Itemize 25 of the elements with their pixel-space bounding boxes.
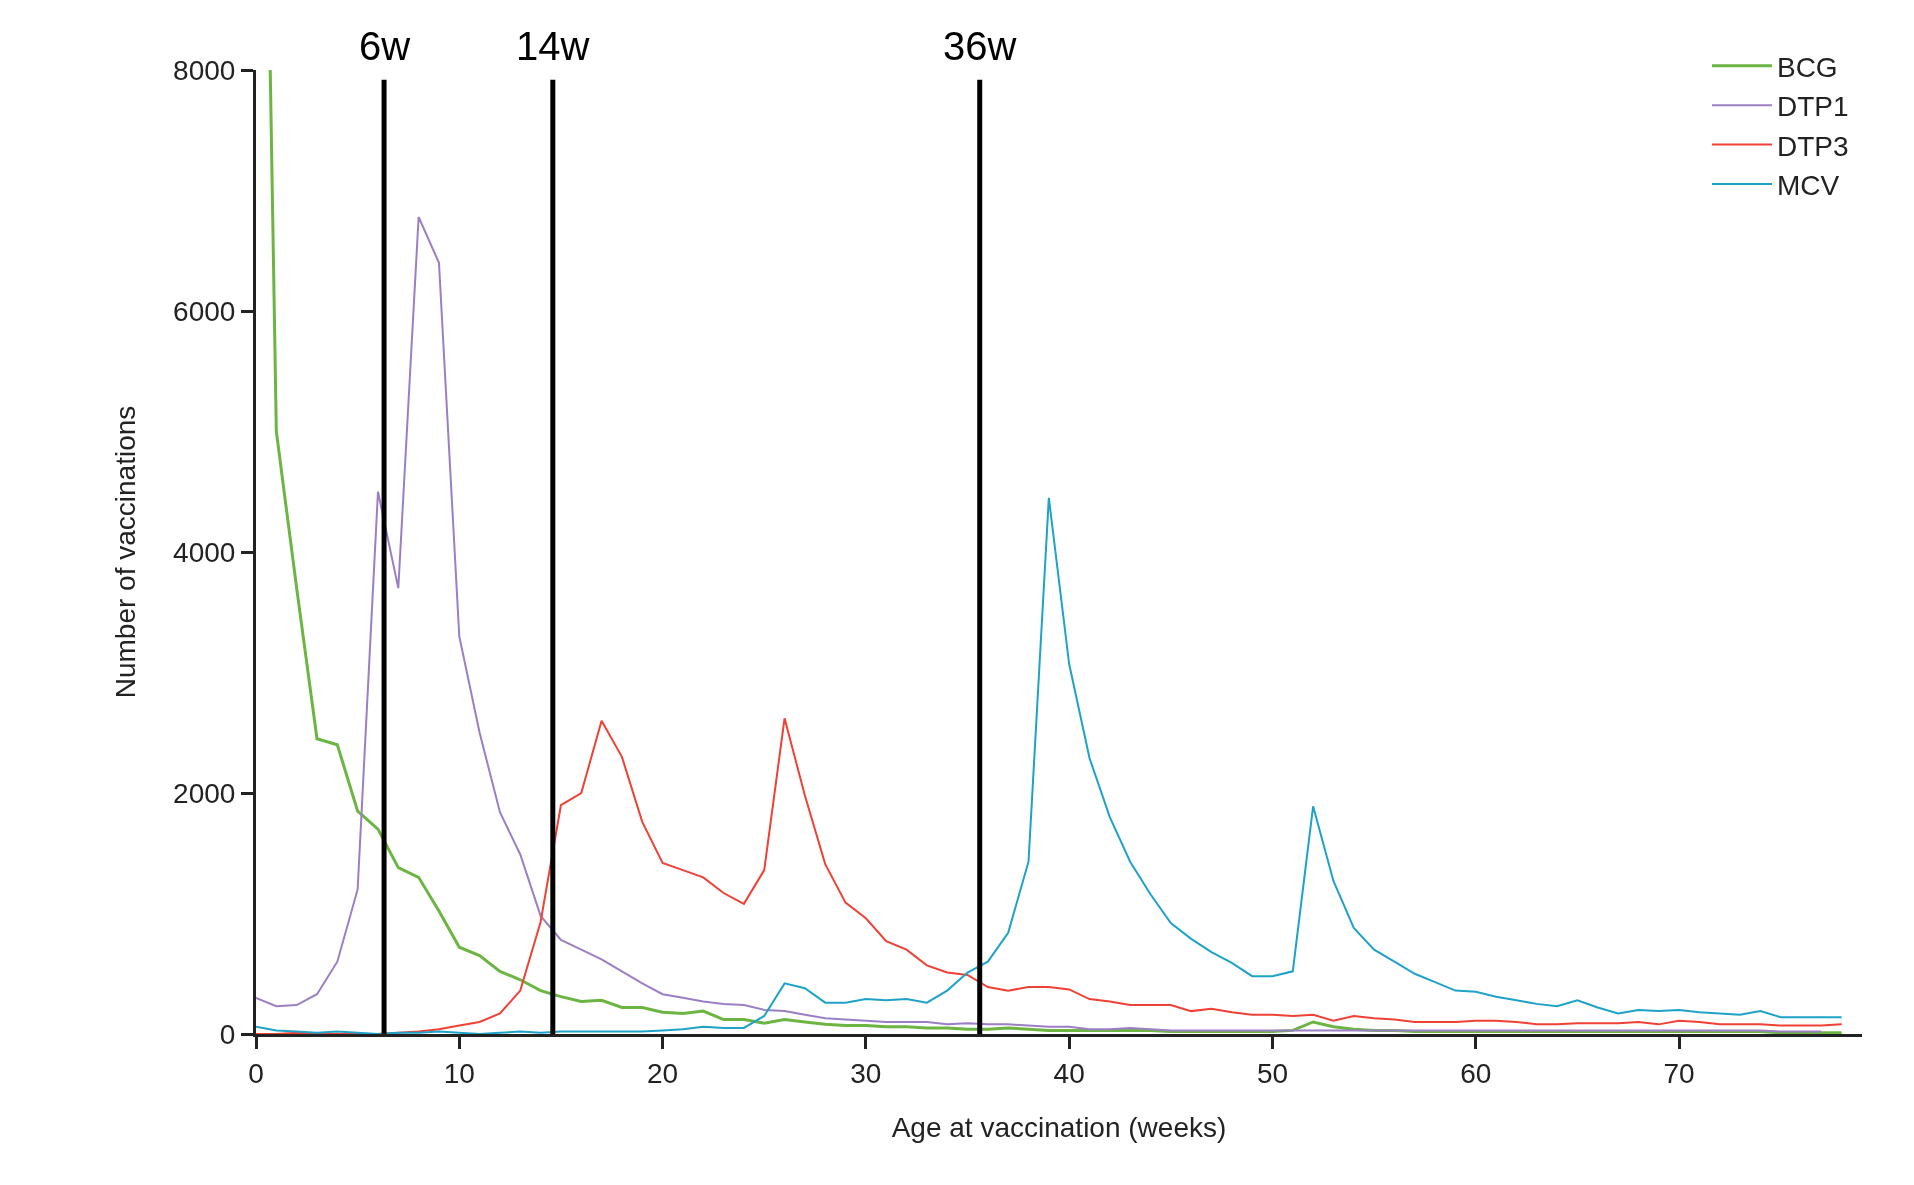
y-tick-label: 8000 — [173, 54, 236, 86]
line-series — [256, 717, 1843, 1034]
x-tick-label: 30 — [850, 1057, 882, 1089]
x-tick-label: 60 — [1460, 1057, 1492, 1089]
x-tick-label: 40 — [1053, 1057, 1085, 1089]
legend-label: DTP3 — [1776, 130, 1849, 162]
x-tick-label: 0 — [248, 1057, 264, 1089]
y-tick-label: 6000 — [173, 295, 236, 327]
x-axis-title: Age at vaccination (weeks) — [891, 1111, 1227, 1143]
legend-label: MCV — [1776, 169, 1840, 201]
x-tick-label: 10 — [443, 1057, 475, 1089]
x-tick-label: 20 — [647, 1057, 679, 1089]
legend-label: DTP1 — [1776, 91, 1849, 123]
x-tick-label: 70 — [1663, 1057, 1695, 1089]
y-tick-label: 0 — [219, 1018, 236, 1050]
y-tick-label: 4000 — [173, 536, 236, 568]
line-series — [256, 496, 1843, 1034]
ref-line-label: 6w — [359, 24, 411, 68]
legend-label: BCG — [1776, 51, 1838, 83]
ref-line-label: 36w — [943, 24, 1017, 68]
y-tick-label: 2000 — [173, 777, 236, 809]
y-axis-title: Number of vaccinations — [109, 405, 141, 699]
ref-line-label: 14w — [516, 24, 590, 68]
line-series — [256, 216, 1823, 1033]
x-tick-label: 50 — [1256, 1057, 1289, 1089]
